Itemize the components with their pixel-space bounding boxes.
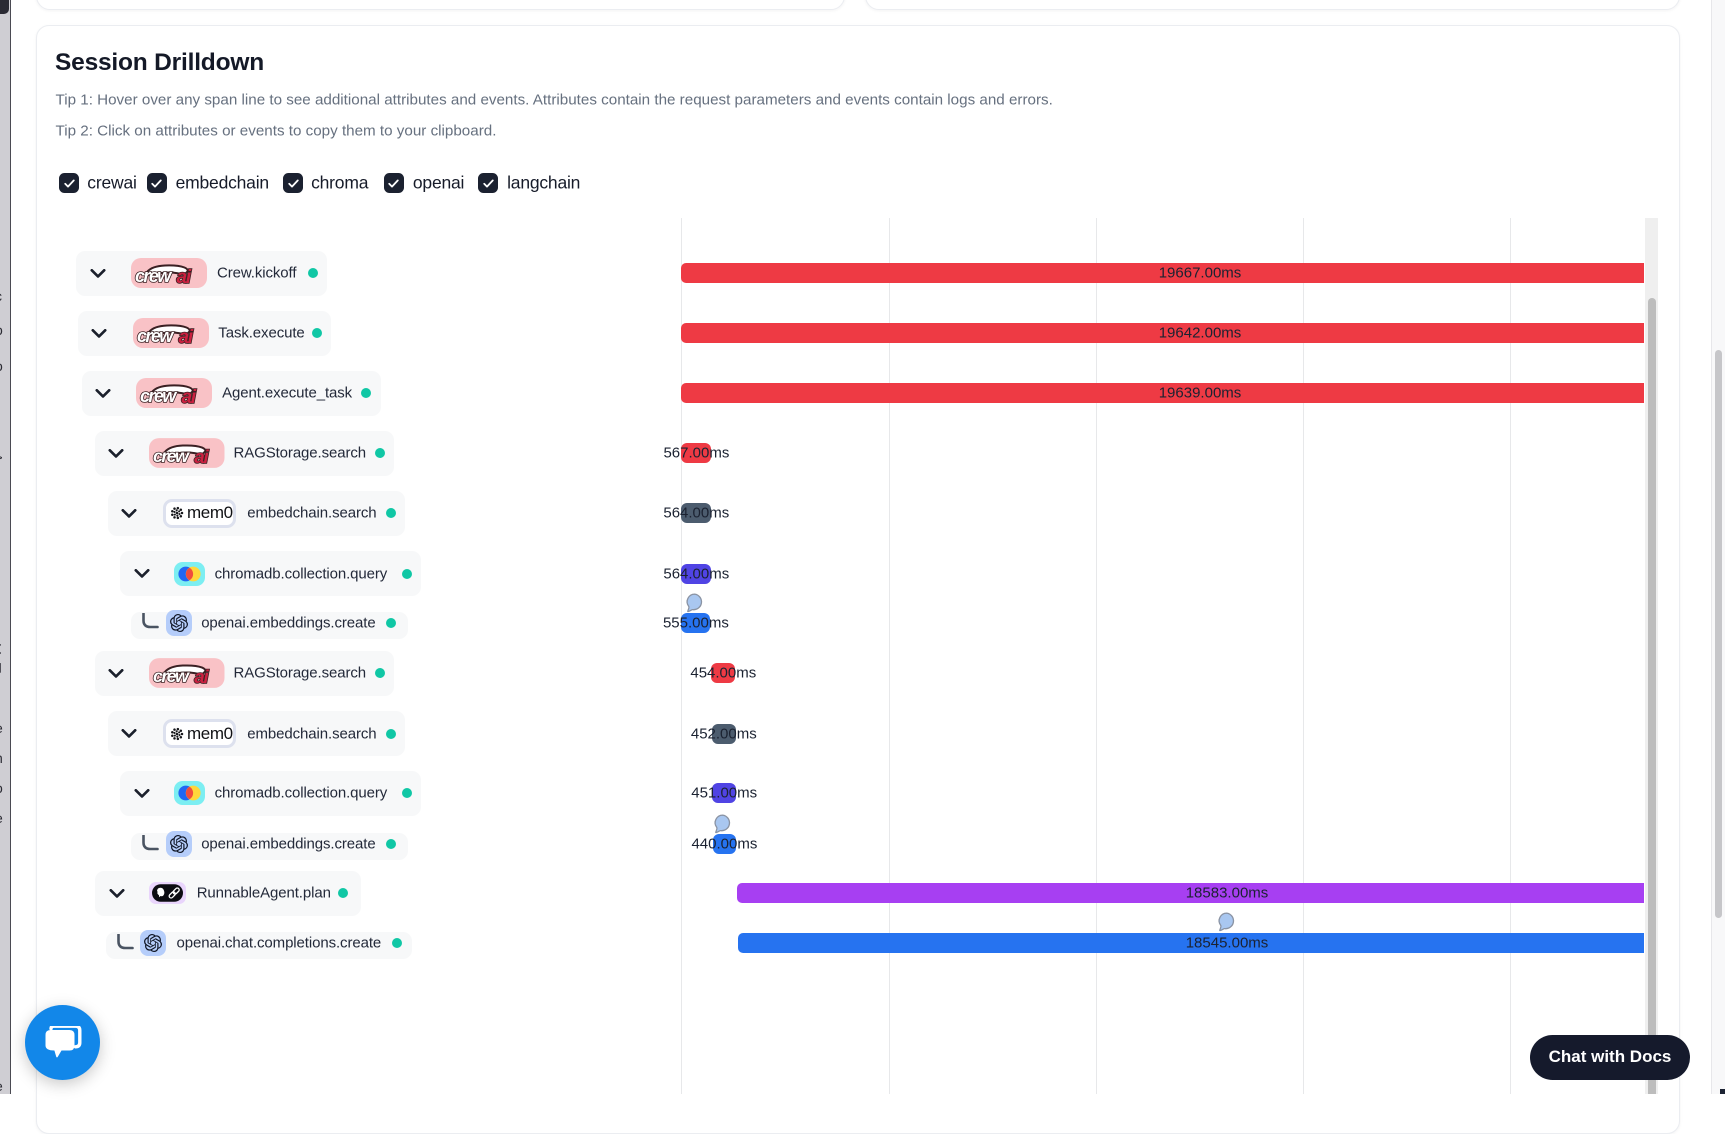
svg-text:ai: ai: [177, 267, 192, 288]
svg-text:crew: crew: [135, 266, 172, 286]
svg-text:ai: ai: [194, 666, 209, 687]
svg-text:ai: ai: [178, 327, 193, 348]
svg-text:crew: crew: [137, 326, 174, 346]
svg-text:crew: crew: [140, 386, 177, 406]
svg-text:crew: crew: [153, 446, 190, 466]
svg-text:ai: ai: [182, 387, 197, 408]
svg-text:ai: ai: [194, 446, 209, 467]
svg-text:crew: crew: [153, 666, 190, 686]
